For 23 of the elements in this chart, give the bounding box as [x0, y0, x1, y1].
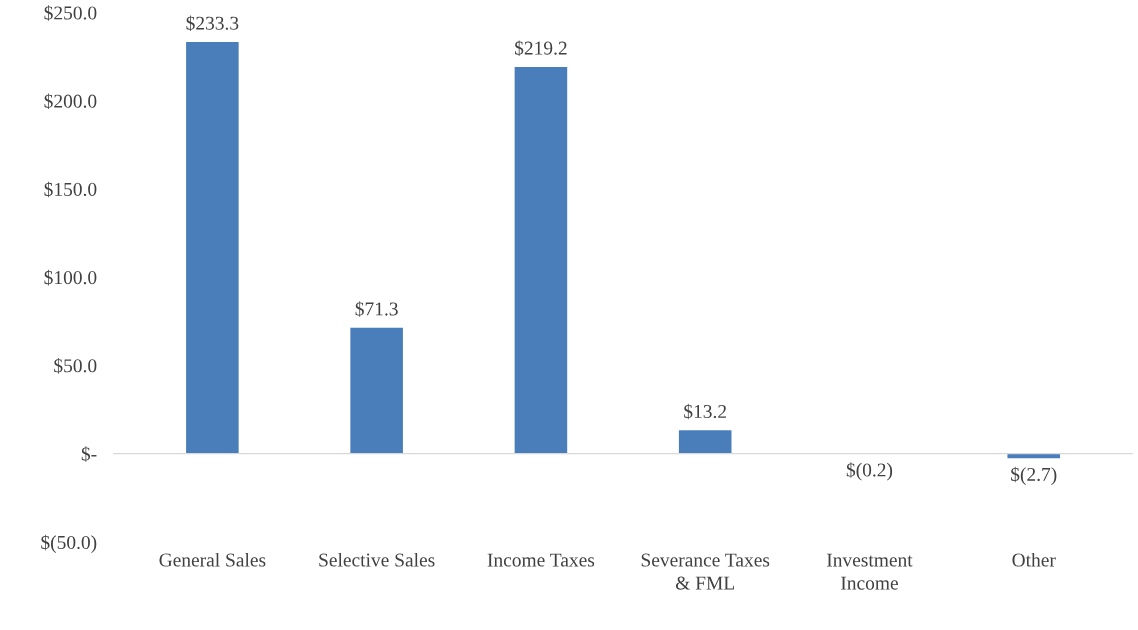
y-tick-label: $100.0 [44, 269, 97, 286]
data-label: $71.3 [355, 301, 398, 317]
x-tick-label: General Sales [159, 552, 266, 567]
data-label: $233.3 [186, 15, 239, 32]
y-tick-label: $- [81, 446, 97, 462]
data-label: $(2.7) [1011, 466, 1057, 485]
bar [350, 327, 403, 454]
data-label: $13.2 [684, 403, 726, 420]
x-tick-label: Severance Taxes & FML [641, 553, 770, 590]
data-label: $219.2 [515, 40, 567, 56]
y-tick-label: $250.0 [44, 5, 97, 21]
x-tick-label: Other [1012, 552, 1056, 567]
y-tick-label: $200.0 [44, 93, 97, 110]
x-tick-label: Income Taxes [487, 553, 595, 567]
x-tick-label: Selective Sales [319, 552, 435, 567]
bar [514, 66, 568, 454]
data-label: $(0.2) [846, 462, 893, 481]
x-tick-label: Investment Income [826, 553, 913, 590]
y-tick-label: $50.0 [54, 358, 97, 374]
bar [678, 430, 732, 454]
bar [186, 42, 239, 454]
y-tick-label: $(50.0) [41, 534, 97, 553]
y-tick-label: $150.0 [44, 181, 97, 198]
